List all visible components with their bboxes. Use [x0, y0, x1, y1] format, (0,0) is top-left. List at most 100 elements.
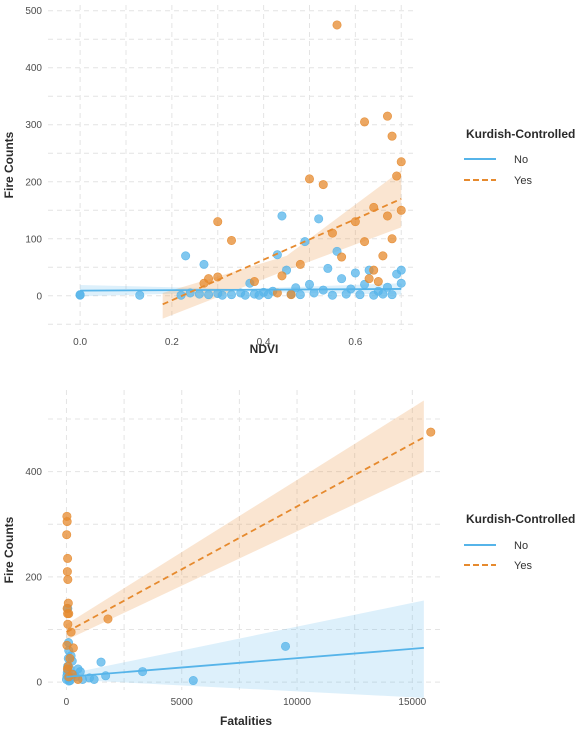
point-no: [355, 290, 365, 300]
x-tick-label: 0.6: [348, 337, 362, 348]
legend-title: Kurdish-Controlled: [466, 127, 575, 141]
y-axis-title: Fire Counts: [2, 131, 16, 198]
point-yes: [332, 20, 342, 30]
fit-lines: [80, 198, 402, 306]
point-no: [314, 214, 324, 224]
point-yes: [318, 180, 328, 190]
point-yes: [63, 553, 73, 563]
fit-line-no: [66, 646, 424, 678]
point-yes: [227, 235, 237, 245]
point-yes: [387, 131, 397, 141]
point-no: [337, 274, 347, 284]
point-yes: [249, 277, 259, 287]
y-axis-title: Fire Counts: [2, 516, 16, 583]
y-tick-label: 0: [36, 678, 42, 689]
x-tick-labels: 0.0 0.2 0.4 0.6: [73, 337, 363, 348]
point-no: [181, 251, 191, 261]
point-yes: [103, 614, 113, 624]
point-yes: [382, 111, 392, 121]
ci-band-no: [66, 600, 424, 698]
ci-band-yes: [66, 400, 424, 640]
x-tick-label: 15000: [398, 697, 426, 708]
point-yes: [382, 211, 392, 221]
chart-ndvi: 0.0 0.2 0.4 0.6 0 100 200 300 400 500 NDVI Fire …: [2, 5, 575, 356]
point-yes: [369, 265, 379, 275]
point-no: [96, 657, 106, 667]
confidence-bands: [66, 400, 424, 698]
point-yes: [213, 217, 223, 227]
gridlines: [48, 390, 440, 690]
legend-label-yes: Yes: [514, 175, 532, 187]
point-yes: [62, 567, 72, 577]
y-tick-label: 200: [25, 177, 42, 188]
point-no: [327, 290, 337, 300]
point-no: [281, 641, 291, 651]
point-no: [240, 290, 250, 300]
legend-label-no: No: [514, 540, 528, 552]
point-no: [277, 211, 287, 221]
point-yes: [360, 117, 370, 127]
x-tick-label: 10000: [283, 697, 311, 708]
legend: Kurdish-Controlled No Yes: [464, 512, 575, 572]
data-points: [75, 20, 406, 300]
x-tick-label: 0.4: [257, 337, 271, 348]
y-tick-label: 400: [25, 467, 42, 478]
legend: Kurdish-Controlled No Yes: [464, 127, 575, 187]
y-tick-label: 400: [25, 63, 42, 74]
point-no: [396, 278, 406, 288]
point-no: [89, 674, 99, 684]
point-yes: [286, 290, 296, 300]
x-axis-title: Fatalities: [220, 714, 272, 728]
chart-fatalities: 0 5000 10000 15000 0 200 400 Fatalities Fire …: [2, 390, 575, 728]
fit-line-yes: [162, 198, 402, 306]
point-no: [295, 290, 305, 300]
point-yes: [65, 653, 75, 663]
legend-label-yes: Yes: [514, 560, 532, 572]
point-yes: [373, 277, 383, 287]
point-yes: [378, 251, 388, 261]
fit-line-yes: [66, 436, 425, 633]
point-yes: [63, 574, 73, 584]
y-tick-labels: 0 100 200 300 400 500: [25, 6, 42, 302]
x-tick-labels: 0 5000 10000 15000: [64, 697, 427, 708]
point-yes: [337, 252, 347, 262]
x-axis-title: NDVI: [250, 342, 279, 356]
point-no: [75, 290, 85, 300]
point-yes: [64, 609, 74, 619]
y-tick-labels: 0 200 400: [25, 467, 42, 689]
legend-title: Kurdish-Controlled: [466, 512, 575, 526]
point-yes: [360, 237, 370, 247]
point-no: [135, 290, 145, 300]
point-yes: [68, 643, 78, 653]
point-yes: [204, 274, 214, 284]
point-yes: [304, 174, 314, 184]
point-yes: [396, 157, 406, 167]
point-yes: [396, 205, 406, 215]
x-tick-label: 5000: [171, 697, 194, 708]
y-tick-label: 500: [25, 6, 42, 17]
x-tick-label: 0.2: [165, 337, 179, 348]
point-yes: [426, 427, 436, 437]
ci-band-yes: [162, 170, 402, 319]
point-yes: [387, 234, 397, 244]
point-yes: [62, 530, 72, 540]
point-no: [204, 290, 214, 300]
y-tick-label: 0: [36, 291, 42, 302]
point-yes: [364, 274, 374, 284]
y-tick-label: 200: [25, 572, 42, 583]
point-no: [188, 676, 198, 686]
y-tick-label: 300: [25, 120, 42, 131]
point-no: [382, 282, 392, 292]
fit-lines: [66, 436, 425, 678]
x-tick-label: 0: [64, 697, 70, 708]
x-tick-label: 0.0: [73, 337, 87, 348]
point-no: [323, 263, 333, 273]
point-yes: [277, 271, 287, 281]
point-no: [304, 279, 314, 289]
point-no: [75, 667, 85, 677]
point-no: [194, 289, 204, 299]
point-yes: [295, 259, 305, 269]
legend-label-no: No: [514, 154, 528, 166]
point-no: [387, 290, 397, 300]
